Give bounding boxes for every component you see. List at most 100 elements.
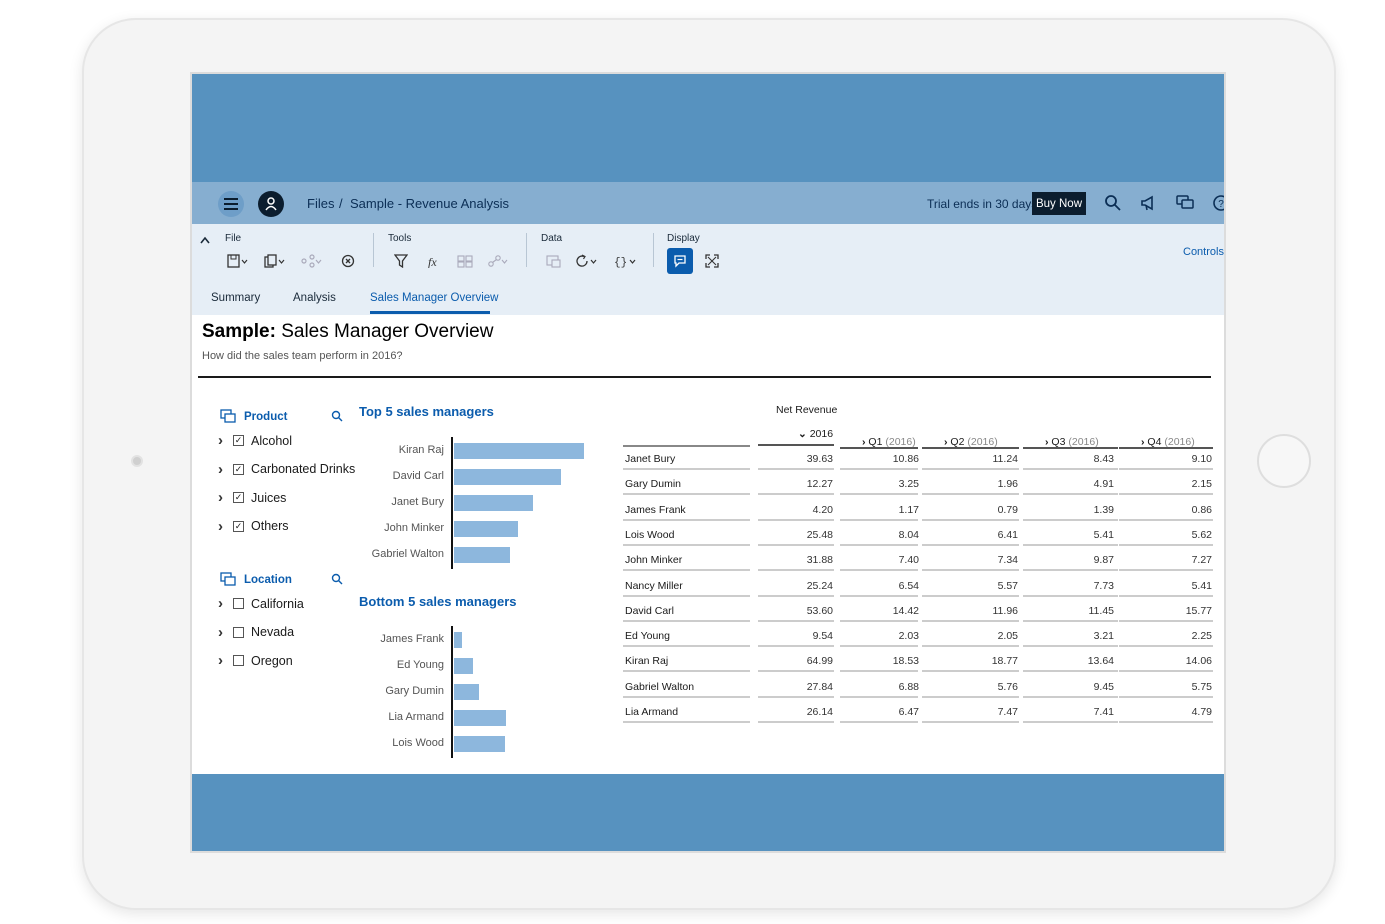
product-checkbox[interactable]: ✓: [233, 492, 244, 504]
table-cell[interactable]: 18.77: [991, 655, 1018, 668]
table-cell[interactable]: 4.91: [1093, 478, 1114, 491]
collapse-chevron-up-icon[interactable]: [200, 236, 210, 244]
location-filter-item[interactable]: › California: [218, 595, 304, 612]
table-cell[interactable]: 26.14: [806, 706, 833, 718]
table-cell[interactable]: 11.96: [992, 604, 1019, 617]
chevron-right-icon[interactable]: ›: [218, 652, 223, 670]
table-cell[interactable]: 15.77: [1185, 604, 1212, 617]
table-cell[interactable]: 9.87: [1093, 554, 1114, 567]
chevron-down-icon[interactable]: ⌄: [798, 428, 810, 440]
column-header[interactable]: › Q1 (2016): [862, 436, 916, 448]
top5-bar[interactable]: [454, 547, 510, 563]
chevron-right-icon[interactable]: ›: [1045, 436, 1052, 448]
table-cell[interactable]: 7.40: [898, 554, 919, 567]
table-cell[interactable]: 8.04: [898, 528, 919, 541]
table-cell[interactable]: 7.73: [1093, 579, 1114, 592]
table-cell[interactable]: 10.86: [892, 453, 919, 465]
table-cell[interactable]: 0.79: [997, 503, 1018, 516]
save-button[interactable]: [226, 251, 250, 271]
table-cell[interactable]: 31.88: [806, 554, 833, 567]
controls-button[interactable]: Controls: [1183, 246, 1224, 258]
buy-now-button[interactable]: Buy Now: [1032, 192, 1086, 215]
location-checkbox[interactable]: [233, 626, 244, 638]
copy-button[interactable]: [263, 251, 287, 271]
help-icon[interactable]: ?: [1212, 194, 1226, 212]
table-cell[interactable]: 6.47: [898, 706, 919, 718]
chevron-right-icon[interactable]: ›: [1141, 436, 1148, 448]
bottom5-bar[interactable]: [454, 658, 474, 674]
chevron-right-icon[interactable]: ›: [218, 489, 223, 507]
table-cell[interactable]: 18.53: [892, 655, 919, 668]
table-row-name[interactable]: Gabriel Walton: [625, 680, 695, 693]
product-checkbox[interactable]: ✓: [233, 463, 244, 475]
table-cell[interactable]: 25.24: [806, 579, 833, 592]
comment-mode-button[interactable]: [667, 248, 693, 274]
table-row-name[interactable]: Lia Armand: [625, 706, 679, 718]
location-checkbox[interactable]: [233, 598, 244, 609]
grid-button[interactable]: [453, 251, 477, 271]
table-cell[interactable]: 3.25: [898, 478, 919, 491]
product-checkbox[interactable]: ✓: [233, 435, 244, 446]
table-cell[interactable]: 2.03: [898, 630, 919, 643]
chevron-right-icon[interactable]: ›: [218, 432, 223, 449]
top5-bar[interactable]: [454, 521, 518, 537]
table-cell[interactable]: 9.45: [1093, 680, 1114, 693]
table-row-name[interactable]: Lois Wood: [625, 528, 675, 541]
product-filter-item[interactable]: › ✓ Others: [218, 518, 289, 535]
table-cell[interactable]: 6.54: [898, 579, 919, 592]
product-search-icon[interactable]: [331, 410, 343, 422]
table-cell[interactable]: 27.84: [806, 680, 833, 693]
table-cell[interactable]: 9.10: [1191, 453, 1212, 465]
chevron-right-icon[interactable]: ›: [944, 436, 951, 448]
refresh-button[interactable]: [575, 251, 599, 271]
product-filter-item[interactable]: › ✓ Juices: [218, 489, 286, 506]
table-cell[interactable]: 9.54: [812, 630, 833, 643]
table-cell[interactable]: 1.17: [898, 503, 919, 516]
table-cell[interactable]: 14.42: [892, 604, 919, 617]
table-row-name[interactable]: Ed Young: [625, 630, 670, 643]
location-search-icon[interactable]: [331, 573, 343, 585]
table-cell[interactable]: 2.15: [1191, 478, 1212, 491]
table-cell[interactable]: 11.45: [1088, 604, 1115, 617]
location-filter-item[interactable]: › Oregon: [218, 652, 293, 669]
link-button[interactable]: [486, 251, 510, 271]
megaphone-icon[interactable]: [1140, 194, 1158, 212]
bottom5-bar[interactable]: [454, 684, 479, 700]
product-filter-item[interactable]: › ✓ Carbonated Drinks: [218, 461, 355, 478]
table-cell[interactable]: 64.99: [806, 655, 833, 668]
table-cell[interactable]: 39.63: [806, 453, 833, 465]
share-button[interactable]: [300, 251, 324, 271]
script-button[interactable]: {}: [613, 251, 637, 271]
table-cell[interactable]: 6.41: [997, 528, 1018, 541]
table-cell[interactable]: 7.47: [997, 706, 1018, 718]
top5-bar[interactable]: [454, 443, 584, 459]
column-header[interactable]: ⌄ 2016: [798, 428, 833, 440]
formula-button[interactable]: fx: [422, 251, 446, 271]
table-cell[interactable]: 1.39: [1093, 503, 1114, 516]
table-cell[interactable]: 4.79: [1191, 706, 1212, 718]
hamburger-menu-button[interactable]: [218, 191, 244, 217]
chevron-right-icon[interactable]: ›: [218, 595, 223, 612]
table-cell[interactable]: 11.24: [992, 453, 1019, 465]
top5-bar[interactable]: [454, 469, 562, 485]
column-header[interactable]: › Q4 (2016): [1141, 436, 1195, 448]
table-row-name[interactable]: Kiran Raj: [625, 655, 669, 668]
table-cell[interactable]: 5.75: [1191, 680, 1212, 693]
tab-summary[interactable]: Summary: [211, 292, 261, 304]
search-icon[interactable]: [1104, 194, 1122, 212]
top5-bar[interactable]: [454, 495, 534, 511]
table-cell[interactable]: 0.86: [1191, 503, 1212, 516]
table-cell[interactable]: 2.05: [997, 630, 1018, 643]
table-cell[interactable]: 13.64: [1087, 655, 1114, 668]
table-cell[interactable]: 8.43: [1093, 453, 1114, 465]
column-header[interactable]: › Q3 (2016): [1045, 436, 1099, 448]
table-cell[interactable]: 6.88: [898, 680, 919, 693]
product-checkbox[interactable]: ✓: [233, 520, 244, 532]
column-header[interactable]: › Q2 (2016): [944, 436, 998, 448]
table-cell[interactable]: 7.34: [997, 554, 1018, 567]
table-cell[interactable]: 14.06: [1185, 655, 1212, 668]
avatar[interactable]: [258, 191, 284, 217]
bottom5-bar[interactable]: [454, 736, 505, 752]
table-cell[interactable]: 53.60: [806, 604, 833, 617]
table-cell[interactable]: 4.20: [812, 503, 833, 516]
